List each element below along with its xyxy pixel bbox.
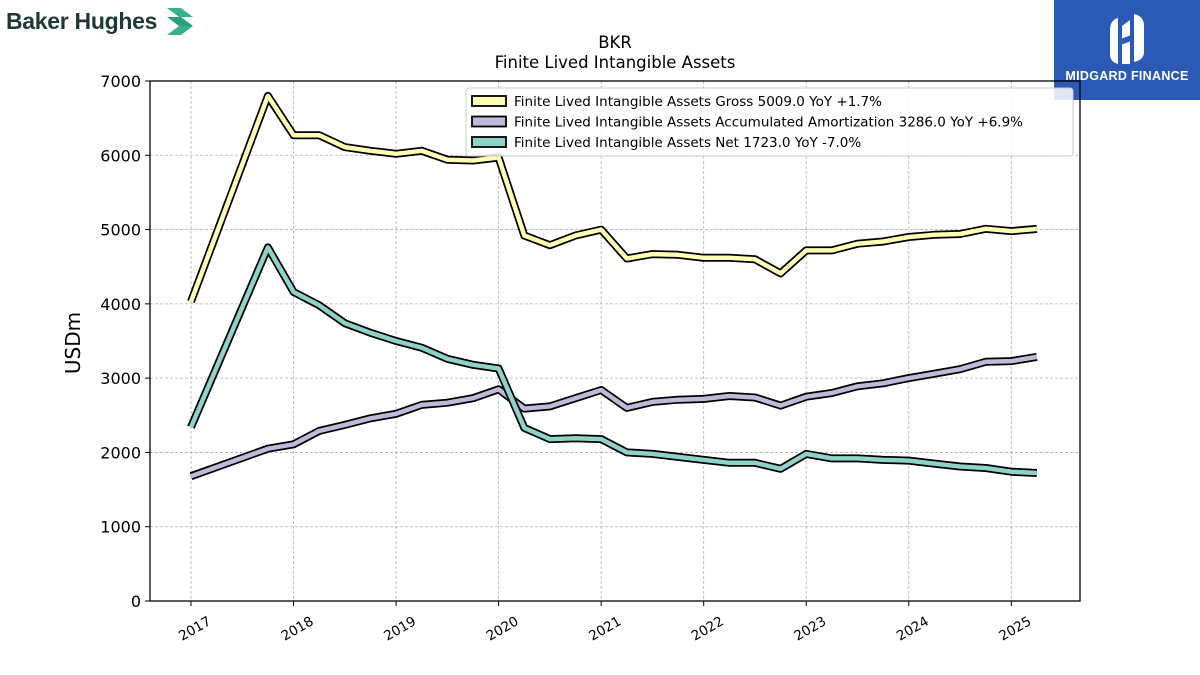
plot-frame: [149, 80, 1081, 602]
chart-subtitle: Finite Lived Intangible Assets: [495, 53, 736, 72]
y-tick-label: 1000: [100, 518, 141, 537]
y-tick-label: 6000: [100, 146, 141, 165]
legend-box: [465, 87, 1074, 157]
y-tick-label: 5000: [100, 221, 141, 240]
x-tick-label: 2017: [176, 613, 214, 644]
series-line-2: [189, 352, 1038, 480]
legend-swatch: [471, 115, 507, 128]
series-outline: [187, 243, 1038, 477]
baker-hughes-logo-text: Baker Hughes: [6, 7, 158, 34]
midgard-finance-emblem-icon: [1110, 14, 1144, 64]
legend-label: Finite Lived Intangible Assets Gross 500…: [514, 94, 882, 110]
legend-swatch: [471, 95, 507, 107]
legend-label: Finite Lived Intangible Assets Accumulat…: [514, 115, 1023, 131]
x-tick-label: 2023: [791, 613, 829, 644]
x-tick-label: 2021: [586, 613, 624, 644]
y-tick-label: 4000: [100, 295, 141, 314]
chart-title: BKR: [598, 33, 632, 52]
x-tick-label: 2019: [381, 613, 419, 644]
series-line-1: [187, 91, 1038, 304]
midgard-finance-logo: MIDGARD FINANCE: [1054, 0, 1200, 100]
y-axis-label: USDm: [61, 312, 85, 374]
series-stroke: [188, 93, 1038, 303]
x-tick-label: 2020: [484, 613, 522, 644]
legend-swatch: [471, 136, 507, 148]
legend: Finite Lived Intangible Assets Gross 500…: [465, 87, 1074, 157]
series-stroke: [190, 354, 1038, 479]
x-tick-label: 2024: [894, 613, 932, 644]
baker-hughes-logo: Baker Hughes: [6, 4, 197, 38]
x-tick-label: 2018: [279, 613, 317, 644]
midgard-finance-logo-text: MIDGARD FINANCE: [1065, 69, 1189, 83]
y-tick-label: 2000: [100, 443, 141, 462]
x-tick-label: 2022: [689, 613, 727, 644]
y-tick-label: 0: [131, 592, 141, 611]
baker-hughes-chevron-icon: [167, 8, 194, 35]
legend-label: Finite Lived Intangible Assets Net 1723.…: [514, 135, 861, 151]
series-stroke: [188, 245, 1038, 476]
x-tick-label: 2025: [996, 613, 1034, 644]
series-line-3: [187, 243, 1038, 477]
y-tick-label: 3000: [100, 369, 141, 388]
y-tick-label: 7000: [100, 72, 141, 91]
